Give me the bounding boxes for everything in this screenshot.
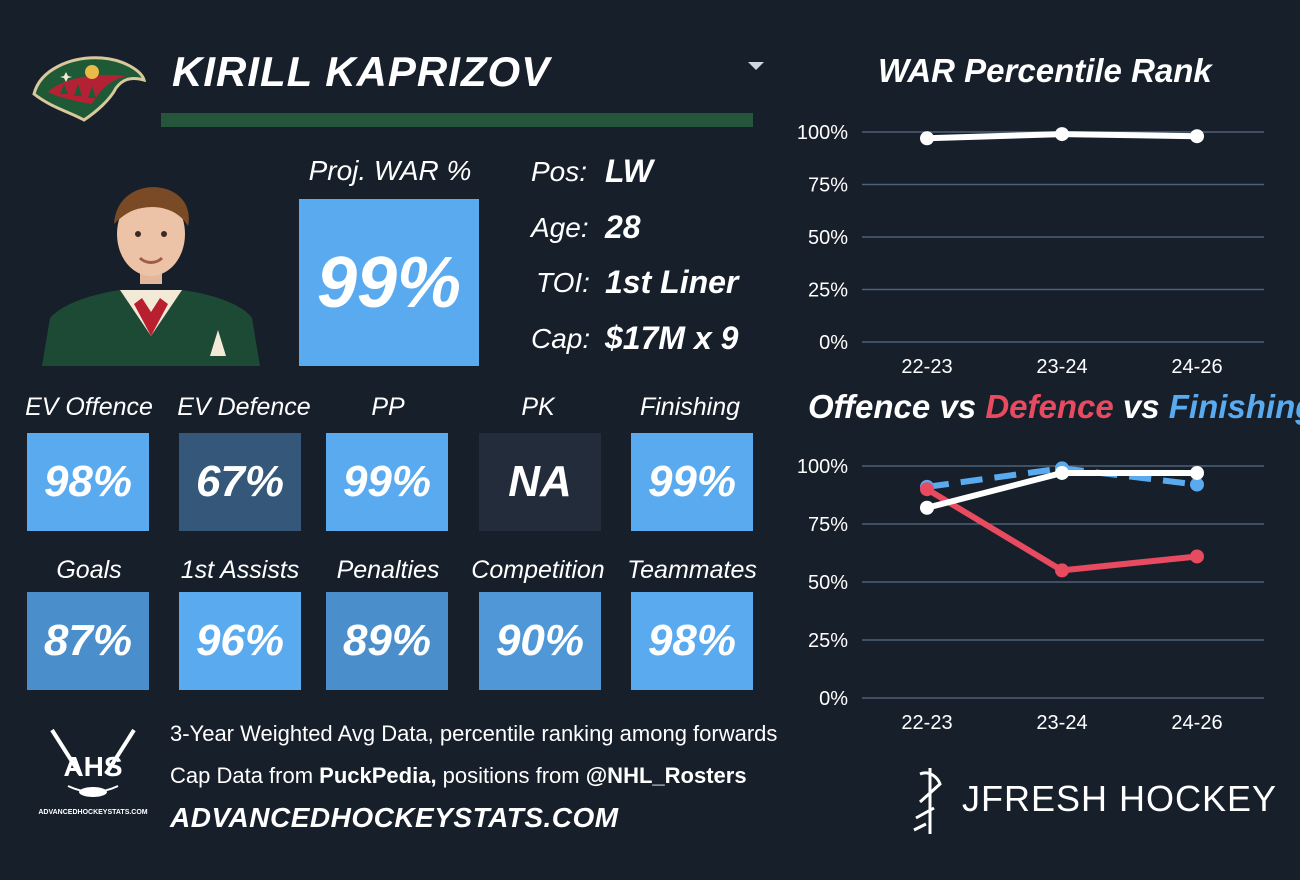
y-tick-label: 100%: [797, 122, 848, 144]
y-tick-label: 75%: [808, 514, 848, 536]
chart-title-ovdvf: Offence vs Defence vs Finishing: [808, 388, 1300, 426]
tile-label-goals: Goals: [56, 556, 122, 584]
y-tick-label: 75%: [808, 175, 848, 197]
pos-label: Pos:: [531, 156, 588, 187]
age-value: 28: [605, 209, 641, 245]
data-point-defence: [1055, 563, 1069, 578]
tile-label-penalties: Penalties: [336, 556, 440, 584]
age-label: Age:: [531, 212, 589, 243]
data-point-defence: [1190, 549, 1204, 564]
brand-name: JFRESH HOCKEY: [962, 778, 1278, 819]
footer-url[interactable]: ADVANCEDHOCKEYSTATS.COM: [170, 802, 619, 833]
data-point-defence: [920, 482, 934, 497]
tile-competition: 90%: [479, 592, 601, 690]
footer-line-2-prefix: Cap Data from: [170, 763, 320, 788]
name-underline-bar: [161, 113, 753, 127]
jfresh-hockey-stick-icon: [913, 768, 942, 834]
x-tick-label: 22-23: [901, 712, 952, 734]
y-tick-label: 50%: [808, 572, 848, 594]
title-finishing: Finishing: [1168, 388, 1300, 425]
footer-nhl-rosters: @NHL_Rosters: [585, 763, 747, 788]
offence-defence-finishing-chart: 100% 75% 50% 25% 0% 22-23 23-24 24-26: [797, 456, 1264, 734]
tile-label-pk: PK: [521, 393, 555, 421]
y-tick-label: 0%: [819, 688, 848, 710]
data-point-offence: [1190, 465, 1204, 480]
footer-line-2: Cap Data from PuckPedia, positions from …: [170, 763, 747, 789]
war-percentile-chart: 100% 75% 50% 25% 0% 22-23 23-24 24-26: [797, 122, 1264, 378]
y-tick-label: 0%: [819, 332, 848, 354]
title-vs-1: vs: [930, 388, 986, 425]
data-point-war: [1190, 129, 1204, 144]
data-point-finishing: [1190, 477, 1204, 492]
x-tick-label: 23-24: [1036, 712, 1087, 734]
y-tick-label: 25%: [808, 630, 848, 652]
proj-war-label: Proj. WAR %: [308, 155, 472, 186]
tile-ev-defence: 67%: [179, 433, 301, 531]
chart-title-war: WAR Percentile Rank: [878, 52, 1212, 89]
x-tick-label: 24-26: [1171, 356, 1222, 378]
series-line-defence: [925, 486, 1198, 574]
x-tick-label: 24-26: [1171, 712, 1222, 734]
title-offence: Offence: [808, 388, 931, 425]
toi-label: TOI:: [536, 267, 590, 298]
tile-goals: 87%: [27, 592, 149, 690]
tile-pp: 99%: [326, 433, 448, 531]
ahs-logo-subtext: ADVANCEDHOCKEYSTATS.COM: [38, 809, 147, 816]
pos-value: LW: [605, 153, 653, 189]
footer-puckpedia: PuckPedia,: [319, 763, 437, 788]
player-name: KIRILL KAPRIZOV: [172, 48, 551, 95]
cap-value: $17M x 9: [605, 320, 739, 356]
tile-label-competition: Competition: [471, 556, 605, 584]
title-vs-2: vs: [1113, 388, 1169, 425]
ahs-logo: AHS ADVANCEDHOCKEYSTATS.COM: [38, 728, 148, 816]
footer-line-2-mid: positions from: [436, 763, 586, 788]
tile-label-teammates: Teammates: [627, 556, 757, 584]
data-point-war: [920, 131, 934, 146]
tile-label-pp: PP: [371, 393, 405, 421]
proj-war-value: 99%: [299, 199, 479, 366]
y-tick-label: 50%: [808, 227, 848, 249]
cap-label: Cap:: [531, 323, 591, 354]
data-point-offence: [1055, 465, 1069, 480]
player-photo: [42, 187, 260, 366]
data-point-offence: [920, 500, 934, 515]
tile-finishing: 99%: [631, 433, 753, 531]
x-tick-label: 23-24: [1036, 356, 1087, 378]
tile-label-ev-offence: EV Offence: [25, 393, 153, 421]
y-tick-label: 25%: [808, 280, 848, 302]
toi-value: 1st Liner: [605, 264, 739, 300]
title-defence: Defence: [985, 388, 1114, 425]
tile-1st-assists: 96%: [179, 592, 301, 690]
footer-line-1: 3-Year Weighted Avg Data, percentile ran…: [170, 721, 778, 746]
team-logo-icon: [32, 56, 147, 122]
tile-teammates: 98%: [631, 592, 753, 690]
ahs-logo-text: AHS: [63, 751, 122, 782]
y-tick-label: 100%: [797, 456, 848, 478]
data-point-war: [1055, 127, 1069, 142]
tile-label-finishing: Finishing: [639, 393, 741, 421]
chevron-down-icon[interactable]: [748, 62, 764, 70]
tile-pk: NA: [479, 433, 601, 531]
x-tick-label: 22-23: [901, 356, 952, 378]
tile-ev-offence: 98%: [27, 433, 149, 531]
tile-label-1st-assists: 1st Assists: [180, 556, 300, 584]
tile-label-ev-defence: EV Defence: [177, 393, 311, 421]
tile-penalties: 89%: [326, 592, 448, 690]
